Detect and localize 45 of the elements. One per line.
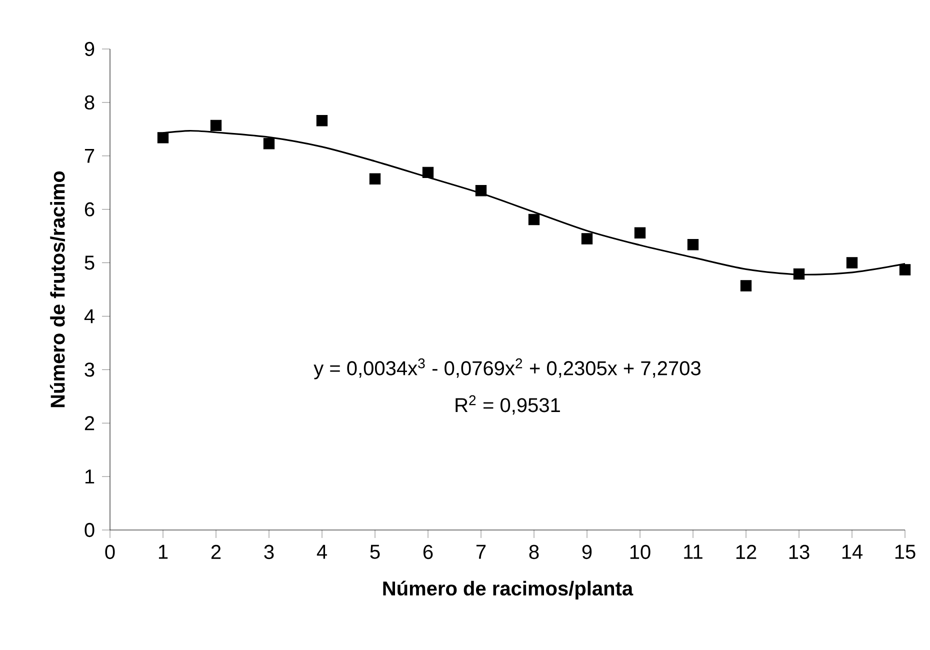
point xyxy=(634,227,646,238)
annotation: R$^{2}$ = 0,9531 xyxy=(456,395,560,415)
y-tick-label: 2 xyxy=(84,416,94,430)
x-tick-label: 0 xyxy=(105,544,115,560)
x-tick-label: 9 xyxy=(582,544,592,560)
point xyxy=(316,115,328,126)
y-tick-label: 3 xyxy=(84,362,94,377)
x-tick-label: 3 xyxy=(264,544,274,560)
point xyxy=(422,166,434,178)
point xyxy=(210,120,222,132)
y-tick-label: 7 xyxy=(84,149,94,163)
point xyxy=(157,132,169,144)
point xyxy=(899,264,911,276)
y-tick-label: 6 xyxy=(84,202,94,216)
y-tick-label: 9 xyxy=(84,42,94,56)
annotation: y = 0,0034x$^{3}$ - 0,0769x$^{2}$ + 0,2305x + 7,2703 xyxy=(314,358,700,380)
point xyxy=(369,173,381,184)
point xyxy=(475,185,487,196)
point xyxy=(687,239,699,250)
x-tick-label: 15 xyxy=(895,544,916,559)
x-tick-label: 8 xyxy=(529,544,539,560)
x-tick-label: 13 xyxy=(789,544,810,560)
point xyxy=(793,268,805,280)
point xyxy=(528,214,540,226)
point xyxy=(740,280,752,292)
y-tick-label: 4 xyxy=(84,309,94,324)
x-axis-title: Número de racimos/planta xyxy=(383,580,634,600)
point xyxy=(263,138,275,150)
y-axis-title: Número de frutos/racimo xyxy=(50,171,66,408)
y-tick-label: 1 xyxy=(85,470,94,484)
y-tick-label: 5 xyxy=(84,256,94,270)
x-tick-label: 10 xyxy=(630,544,650,560)
x-tick-label: 4 xyxy=(316,544,327,559)
y-tick-label: 0 xyxy=(84,522,94,538)
x-tick-label: 5 xyxy=(370,544,380,559)
x-tick-label: 2 xyxy=(211,544,221,559)
x-tick-label: 6 xyxy=(423,544,433,560)
point xyxy=(581,233,593,244)
point xyxy=(846,257,858,268)
x-tick-label: 11 xyxy=(684,544,702,559)
x-tick-label: 14 xyxy=(842,544,863,559)
y-tick-label: 8 xyxy=(84,95,94,110)
x-tick-label: 12 xyxy=(736,544,756,559)
x-tick-label: 1 xyxy=(158,544,168,559)
x-tick-label: 7 xyxy=(476,544,486,559)
